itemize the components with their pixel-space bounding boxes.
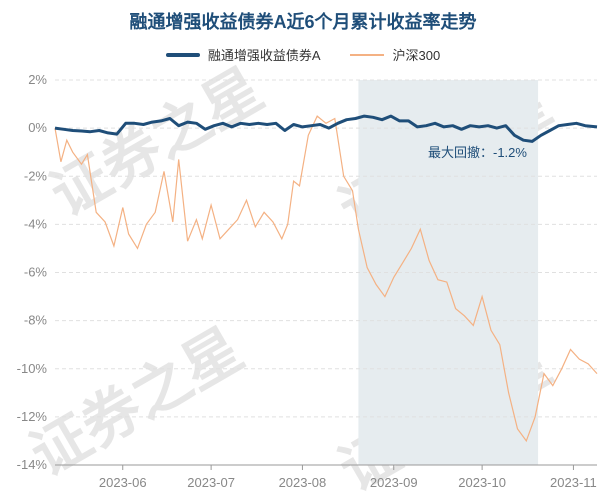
- watermark-text: 证券之星: [20, 316, 253, 488]
- legend-label-index: 沪深300: [392, 48, 441, 63]
- y-tick-label: -10%: [17, 361, 48, 376]
- legend-swatch-index: [350, 53, 385, 56]
- y-axis: 2% 0% -2% -4% -6% -8% -10% -12% -14%: [17, 72, 48, 472]
- y-tick-label: -14%: [17, 457, 48, 472]
- max-drawdown-label: 最大回撤：-1.2%: [428, 145, 527, 160]
- legend-label-fund: 融通增强收益债券A: [207, 48, 321, 63]
- y-tick-label: -8%: [24, 313, 48, 328]
- x-tick-label: 2023-06: [99, 475, 147, 490]
- legend-item-fund: 融通增强收益债券A: [165, 45, 321, 64]
- y-tick-label: -12%: [17, 409, 48, 424]
- x-tick-label: 2023-11: [550, 475, 597, 490]
- x-tick-label: 2023-07: [187, 475, 235, 490]
- legend: 融通增强收益债券A 沪深300: [0, 45, 606, 64]
- y-tick-label: 2%: [28, 72, 47, 87]
- x-tick-label: 2023-10: [458, 475, 506, 490]
- x-tick-label: 2023-09: [370, 475, 418, 490]
- series-line-fund: [54, 114, 598, 143]
- y-tick-label: -6%: [24, 265, 48, 280]
- chart-title: 融通增强收益债券A近6个月累计收益率走势: [129, 12, 477, 32]
- y-tick-label: -4%: [24, 216, 48, 231]
- y-tick-label: 0%: [28, 120, 47, 135]
- legend-item-index: 沪深300: [350, 45, 440, 64]
- y-tick-label: -2%: [24, 168, 48, 183]
- x-tick-label: 2023-08: [279, 475, 327, 490]
- legend-swatch-fund: [165, 52, 200, 57]
- x-axis: 2023-06 2023-07 2023-08 2023-09 2023-10 2023-…: [55, 464, 597, 490]
